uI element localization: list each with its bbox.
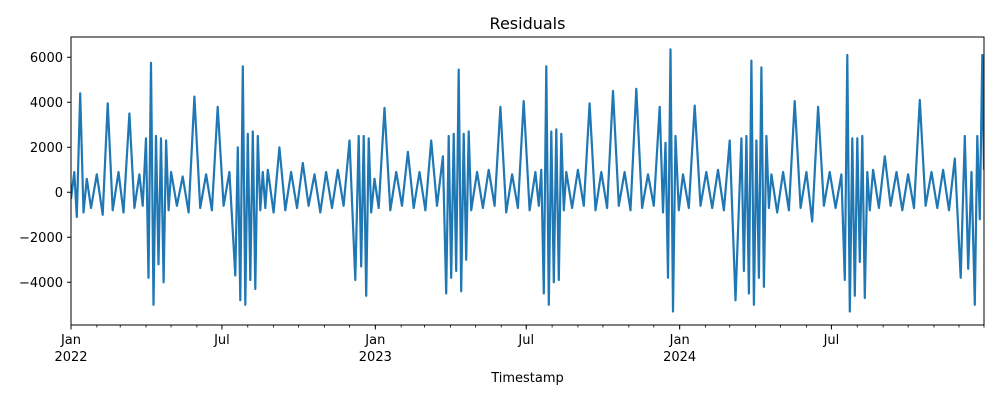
- x-tick-year-label: 2024: [663, 350, 696, 365]
- plot-frame: [70, 36, 985, 326]
- x-tick-label: Jul: [517, 333, 534, 348]
- x-tick-label: Jan: [669, 333, 690, 348]
- y-tick-label: 2000: [30, 141, 63, 156]
- y-tick-label: 4000: [30, 96, 63, 111]
- x-tick-year-label: 2022: [54, 350, 87, 365]
- y-tick-label: −2000: [19, 231, 63, 246]
- series-line: [71, 48, 984, 313]
- x-tick-label: Jul: [213, 333, 230, 348]
- chart-title: Residuals: [490, 14, 566, 33]
- x-axis-label: Timestamp: [490, 371, 564, 386]
- series-layer: [71, 48, 984, 313]
- x-axis: Jan 2022 Jul Jan 2023 Jul Jan 2024 Jul: [54, 325, 985, 365]
- x-tick-label: Jan: [60, 333, 81, 348]
- x-tick-year-label: 2023: [359, 350, 392, 365]
- x-tick-label: Jan: [364, 333, 385, 348]
- y-tick-label: 0: [55, 186, 63, 201]
- y-axis: −4000 −2000 0 2000 4000 6000: [19, 51, 71, 291]
- x-tick-label: Jul: [823, 333, 840, 348]
- y-tick-label: −4000: [19, 276, 63, 291]
- y-tick-label: 6000: [30, 51, 63, 66]
